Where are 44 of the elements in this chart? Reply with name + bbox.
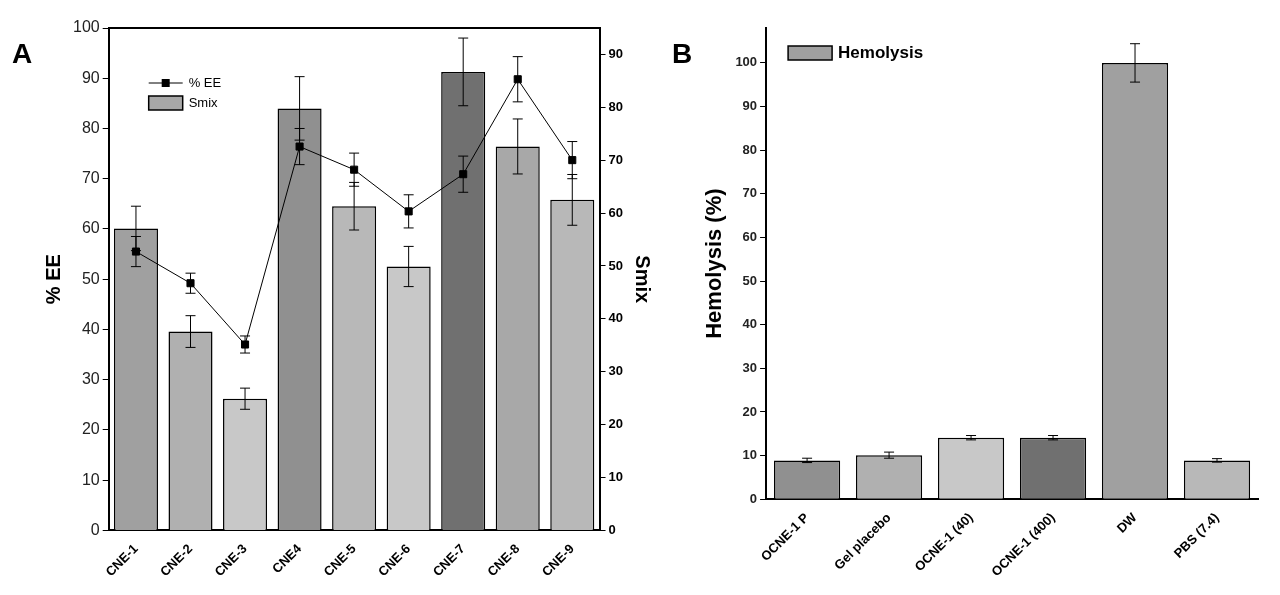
y-tick-label: 10 — [742, 447, 758, 463]
y-tick-label: 70 — [81, 169, 100, 187]
y2-tick-label: 50 — [608, 257, 624, 273]
point — [404, 207, 413, 216]
y-tick-label: 50 — [742, 272, 758, 288]
y2-tick-label: 60 — [608, 204, 624, 220]
point — [186, 279, 195, 288]
y-tick-label: 50 — [81, 269, 100, 287]
y-tick-label: 80 — [742, 141, 758, 157]
text: A — [12, 38, 33, 70]
y2-tick-label: 90 — [608, 46, 624, 62]
y-tick-label: 20 — [81, 420, 100, 438]
y-axis-title: Hemolysis (%) — [701, 188, 727, 339]
y-tick-label: 20 — [742, 403, 758, 419]
y-tick-label: 80 — [81, 118, 100, 136]
y-tick-label: 40 — [81, 319, 100, 337]
y2-axis-title: Smix — [632, 255, 655, 304]
y-tick-label: 100 — [72, 18, 100, 36]
y-tick-label: 0 — [749, 490, 758, 506]
y-tick-label: 10 — [81, 470, 100, 488]
y-tick-label: 90 — [81, 68, 100, 86]
legend-label: Smix — [188, 94, 219, 110]
y-tick-label: 0 — [90, 520, 100, 538]
x-tick-label: DW — [1113, 509, 1141, 536]
y2-tick-label: 40 — [608, 310, 624, 326]
y-tick-label: 30 — [742, 359, 758, 375]
y-tick-label: 90 — [742, 98, 758, 114]
point — [295, 142, 304, 151]
y-axis-title: % EE — [41, 254, 64, 305]
legend-label: % EE — [188, 74, 222, 90]
y-tick-label: 40 — [742, 316, 758, 332]
y2-tick-label: 20 — [608, 416, 624, 432]
text: B — [672, 38, 693, 70]
y2-tick-label: 70 — [608, 151, 624, 167]
y2-tick-label: 30 — [608, 363, 624, 379]
legend-label: Hemolysis — [838, 42, 924, 62]
y-tick-label: 60 — [742, 229, 758, 245]
y2-tick-label: 80 — [608, 98, 624, 114]
y-tick-label: 70 — [742, 185, 758, 201]
y-tick-label: 60 — [81, 219, 100, 237]
y2-tick-label: 10 — [608, 469, 624, 485]
y2-tick-label: 0 — [608, 521, 616, 537]
y-tick-label: 30 — [81, 370, 100, 388]
y-tick-label: 100 — [735, 54, 758, 70]
